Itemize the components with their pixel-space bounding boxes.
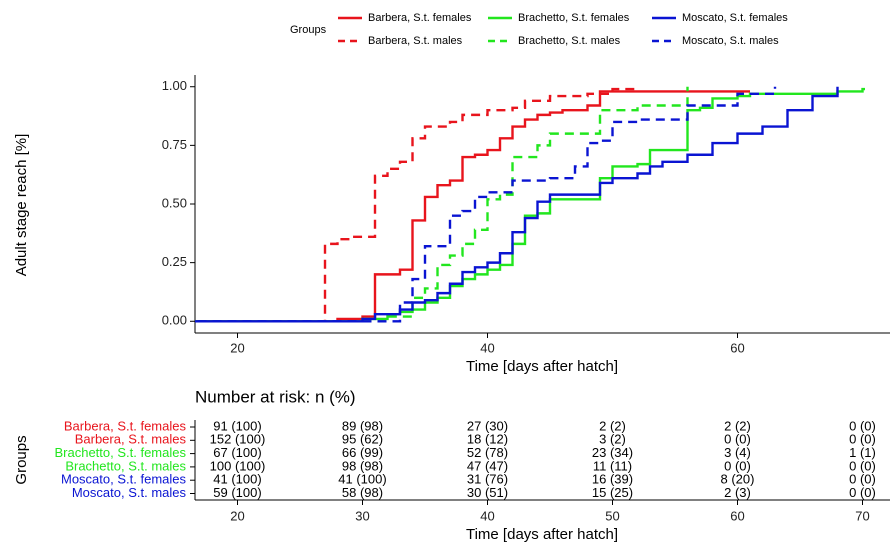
plot-area [195,86,865,323]
row-label: Moscato, S.t. females [61,472,186,487]
risk-cell: 8 (20) [721,472,755,487]
legend-label: Barbera, S.t. males [368,35,463,47]
row-label: Brachetto, S.t. males [65,458,186,473]
risk-cell: 41 (100) [213,472,261,487]
risk-cell: 11 (11) [593,458,632,473]
risk-cell: 0 (0) [849,432,876,447]
risk-cell: 152 (100) [210,432,266,447]
risk-x-label: Time [days after hatch] [466,526,618,543]
y-axis-label: Adult stage reach [%] [13,134,30,277]
legend-label: Barbera, S.t. females [368,12,472,24]
x-tick-label: 20 [230,508,244,523]
x-tick-label: 60 [730,508,744,523]
risk-cell: 47 (47) [467,458,508,473]
x-tick-label: 50 [605,508,619,523]
risk-cell: 0 (0) [849,485,876,500]
risk-cell: 100 (100) [210,458,266,473]
risk-cell: 0 (0) [724,432,751,447]
legend-label: Moscato, S.t. females [682,12,788,24]
y-tick-label: 0.00 [162,313,187,328]
risk-cell: 98 (98) [342,458,383,473]
risk-cell: 95 (62) [342,432,383,447]
risk-cell: 41 (100) [338,472,386,487]
x-tick-label: 40 [480,340,494,355]
risk-cell: 31 (76) [467,472,508,487]
y-tick-label: 1.00 [162,78,187,93]
risk-cell: 2 (2) [599,418,626,433]
survival-curve [195,90,750,323]
x-tick-label: 70 [855,508,869,523]
risk-table-title: Number at risk: n (%) [195,387,356,406]
legend-label: Brachetto, S.t. males [518,35,621,47]
x-tick-label: 60 [730,340,744,355]
risk-cell: 2 (2) [724,418,751,433]
x-axis-label: Time [days after hatch] [466,358,618,375]
y-tick-label: 0.50 [162,195,187,210]
row-label: Moscato, S.t. males [72,485,187,500]
survival-curve [195,86,777,323]
risk-cell: 15 (25) [592,485,633,500]
risk-cell: 0 (0) [724,458,751,473]
risk-y-label: Groups [13,435,30,484]
survival-curve [195,86,839,323]
x-tick-label: 30 [355,508,369,523]
y-tick-label: 0.25 [162,254,187,269]
survival-curve [195,86,639,323]
risk-cell: 1 (1) [849,445,876,460]
risk-cell: 0 (0) [849,458,876,473]
risk-cell: 52 (78) [467,445,508,460]
survival-curve [195,86,689,323]
risk-cell: 2 (3) [724,485,751,500]
risk-cell: 91 (100) [213,418,261,433]
legend-title: Groups [290,24,327,36]
risk-cell: 3 (2) [599,432,626,447]
x-tick-label: 20 [230,340,244,355]
risk-cell: 0 (0) [849,472,876,487]
risk-cell: 59 (100) [213,485,261,500]
row-label: Brachetto, S.t. females [54,445,186,460]
risk-cell: 18 (12) [467,432,508,447]
legend-label: Moscato, S.t. males [682,35,779,47]
risk-cell: 89 (98) [342,418,383,433]
risk-cell: 58 (98) [342,485,383,500]
risk-cell: 67 (100) [213,445,261,460]
risk-cell: 0 (0) [849,418,876,433]
legend-label: Brachetto, S.t. females [518,12,630,24]
row-label: Barbera, S.t. males [75,432,187,447]
risk-cell: 66 (99) [342,445,383,460]
risk-cell: 3 (4) [724,445,751,460]
y-tick-label: 0.75 [162,137,187,152]
row-label: Barbera, S.t. females [64,418,187,433]
risk-cell: 23 (34) [592,445,633,460]
risk-cell: 16 (39) [592,472,633,487]
risk-cell: 30 (51) [467,485,508,500]
x-tick-label: 40 [480,508,494,523]
risk-cell: 27 (30) [467,418,508,433]
survival-curve [195,87,865,323]
